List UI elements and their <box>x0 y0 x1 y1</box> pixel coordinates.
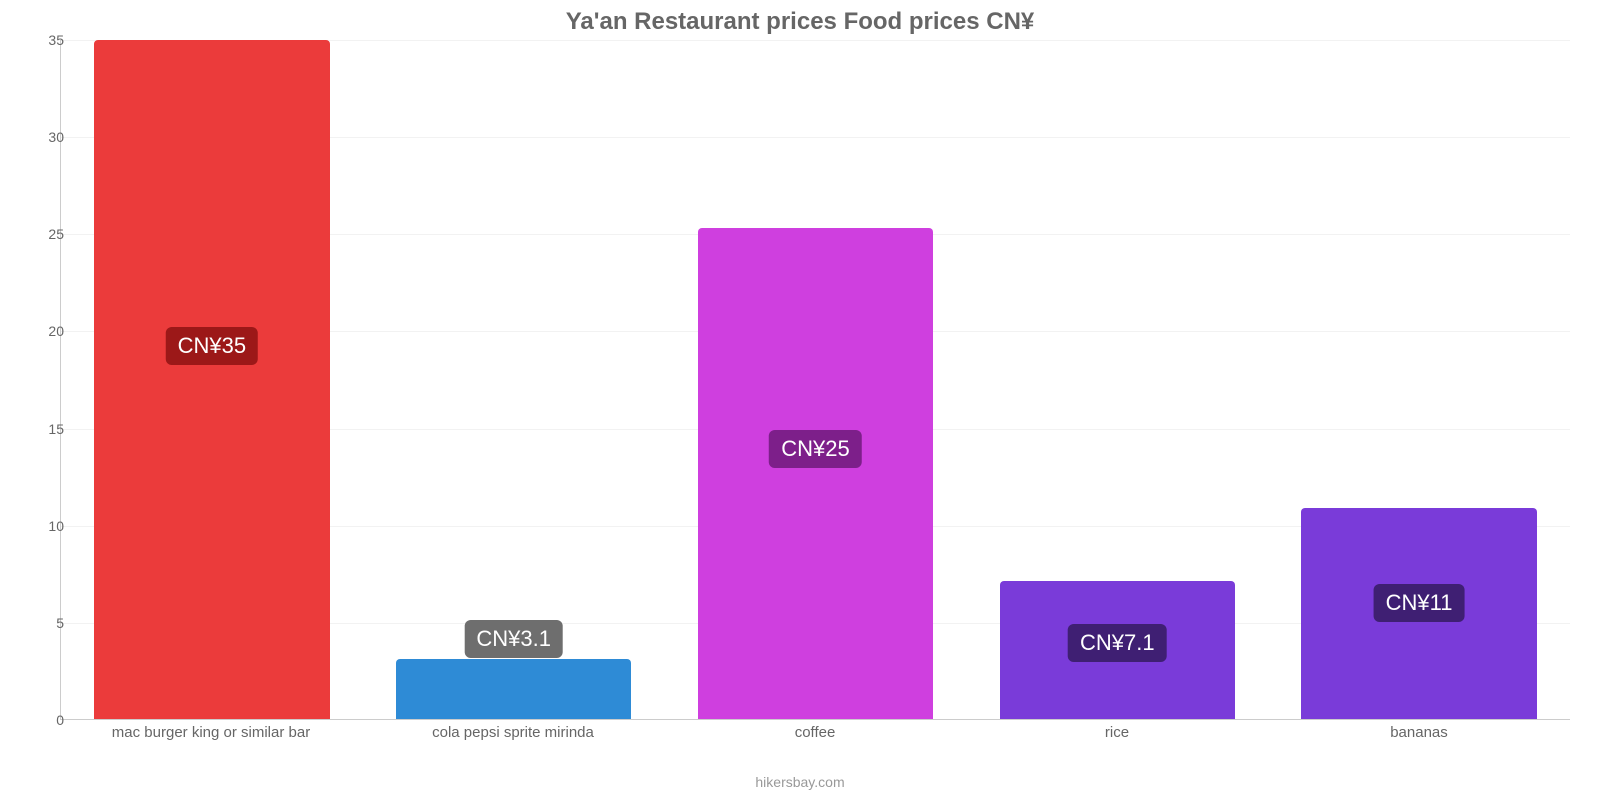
bars-container: CN¥35 CN¥3.1 CN¥25 CN¥7.1 CN¥11 <box>61 40 1570 719</box>
y-tick-label: 35 <box>24 32 64 48</box>
value-badge: CN¥35 <box>166 327 258 365</box>
value-badge: CN¥7.1 <box>1068 624 1167 662</box>
bar-slot: CN¥25 <box>665 40 967 719</box>
y-tick-label: 25 <box>24 226 64 242</box>
bar <box>396 659 631 719</box>
bar-slot: CN¥3.1 <box>363 40 665 719</box>
bar <box>94 40 329 719</box>
y-tick-label: 20 <box>24 323 64 339</box>
x-axis-label: cola pepsi sprite mirinda <box>362 724 664 741</box>
bar <box>698 228 933 719</box>
x-axis-labels: mac burger king or similar barcola pepsi… <box>60 724 1570 741</box>
bar-slot: CN¥11 <box>1268 40 1570 719</box>
value-badge: CN¥3.1 <box>464 620 563 658</box>
bar-slot: CN¥7.1 <box>966 40 1268 719</box>
y-tick-label: 30 <box>24 129 64 145</box>
chart-title: Ya'an Restaurant prices Food prices CN¥ <box>20 0 1580 40</box>
y-tick-label: 0 <box>24 712 64 728</box>
bar-slot: CN¥35 <box>61 40 363 719</box>
value-badge: CN¥25 <box>769 430 861 468</box>
chart-footer: hikersbay.com <box>20 774 1580 790</box>
bar-chart: Ya'an Restaurant prices Food prices CN¥ … <box>20 0 1580 800</box>
x-axis-label: mac burger king or similar bar <box>60 724 362 741</box>
value-badge: CN¥11 <box>1374 584 1465 622</box>
y-tick-label: 5 <box>24 615 64 631</box>
x-axis-label: coffee <box>664 724 966 741</box>
y-tick-label: 15 <box>24 421 64 437</box>
y-tick-label: 10 <box>24 518 64 534</box>
x-axis-label: bananas <box>1268 724 1570 741</box>
plot-area: CN¥35 CN¥3.1 CN¥25 CN¥7.1 CN¥11 <box>60 40 1570 720</box>
x-axis-label: rice <box>966 724 1268 741</box>
